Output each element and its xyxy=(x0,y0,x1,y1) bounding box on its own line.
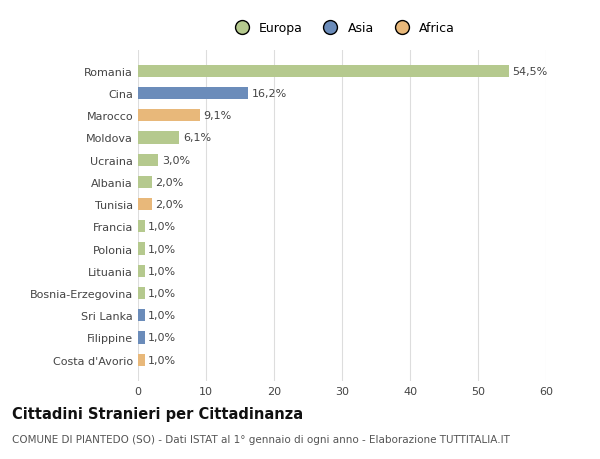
Bar xyxy=(138,176,152,189)
Text: 1,0%: 1,0% xyxy=(148,355,176,365)
Text: 3,0%: 3,0% xyxy=(162,155,190,165)
Text: 2,0%: 2,0% xyxy=(155,178,183,187)
Text: 1,0%: 1,0% xyxy=(148,266,176,276)
Bar xyxy=(138,154,158,167)
Text: 1,0%: 1,0% xyxy=(148,333,176,343)
Bar xyxy=(138,243,145,255)
Text: Cittadini Stranieri per Cittadinanza: Cittadini Stranieri per Cittadinanza xyxy=(12,406,303,421)
Text: 9,1%: 9,1% xyxy=(203,111,232,121)
Text: 16,2%: 16,2% xyxy=(251,89,287,99)
Text: 1,0%: 1,0% xyxy=(148,222,176,232)
Text: 1,0%: 1,0% xyxy=(148,288,176,298)
Bar xyxy=(138,110,200,122)
Text: 54,5%: 54,5% xyxy=(512,67,547,77)
Bar xyxy=(138,287,145,299)
Bar xyxy=(138,354,145,366)
Legend: Europa, Asia, Africa: Europa, Asia, Africa xyxy=(224,17,460,40)
Text: 2,0%: 2,0% xyxy=(155,200,183,210)
Text: 6,1%: 6,1% xyxy=(183,133,211,143)
Bar xyxy=(138,265,145,277)
Text: 1,0%: 1,0% xyxy=(148,311,176,320)
Bar xyxy=(138,221,145,233)
Bar xyxy=(138,88,248,100)
Bar xyxy=(138,331,145,344)
Text: 1,0%: 1,0% xyxy=(148,244,176,254)
Bar xyxy=(138,199,152,211)
Text: COMUNE DI PIANTEDO (SO) - Dati ISTAT al 1° gennaio di ogni anno - Elaborazione T: COMUNE DI PIANTEDO (SO) - Dati ISTAT al … xyxy=(12,434,510,444)
Bar xyxy=(138,132,179,144)
Bar xyxy=(138,66,509,78)
Bar xyxy=(138,309,145,322)
